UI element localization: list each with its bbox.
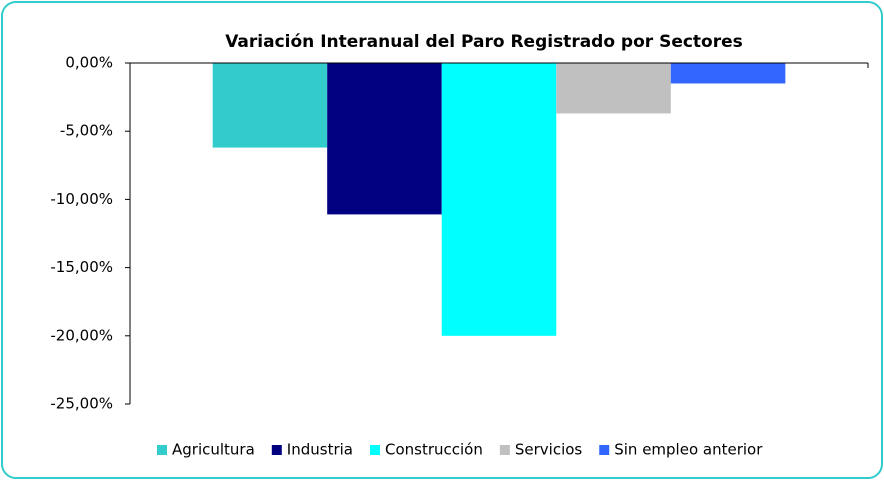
legend-label: Sin empleo anterior — [614, 441, 763, 459]
bar — [327, 63, 442, 215]
legend-swatch — [599, 445, 610, 455]
legend-label: Construcción — [385, 441, 483, 459]
y-tick-label: -25,00% — [50, 395, 113, 413]
legend-label: Servicios — [515, 441, 583, 459]
legend-swatch — [157, 445, 167, 455]
y-tick-label: -15,00% — [50, 258, 113, 276]
legend-label: Agricultura — [172, 441, 255, 459]
y-tick-label: -5,00% — [60, 122, 113, 140]
legend-swatch — [499, 445, 510, 455]
legend-swatch — [369, 445, 380, 455]
y-tick-label: -20,00% — [50, 326, 113, 344]
legend-swatch — [271, 445, 282, 455]
bar — [670, 63, 786, 84]
y-tick-label: -10,00% — [50, 190, 113, 208]
legend-label: Industria — [287, 441, 353, 459]
bar — [212, 63, 328, 148]
bar — [556, 63, 671, 114]
bar — [441, 63, 557, 336]
y-tick-label: 0,00% — [65, 54, 113, 72]
chart-title: Variación Interanual del Paro Registrado… — [225, 32, 743, 52]
